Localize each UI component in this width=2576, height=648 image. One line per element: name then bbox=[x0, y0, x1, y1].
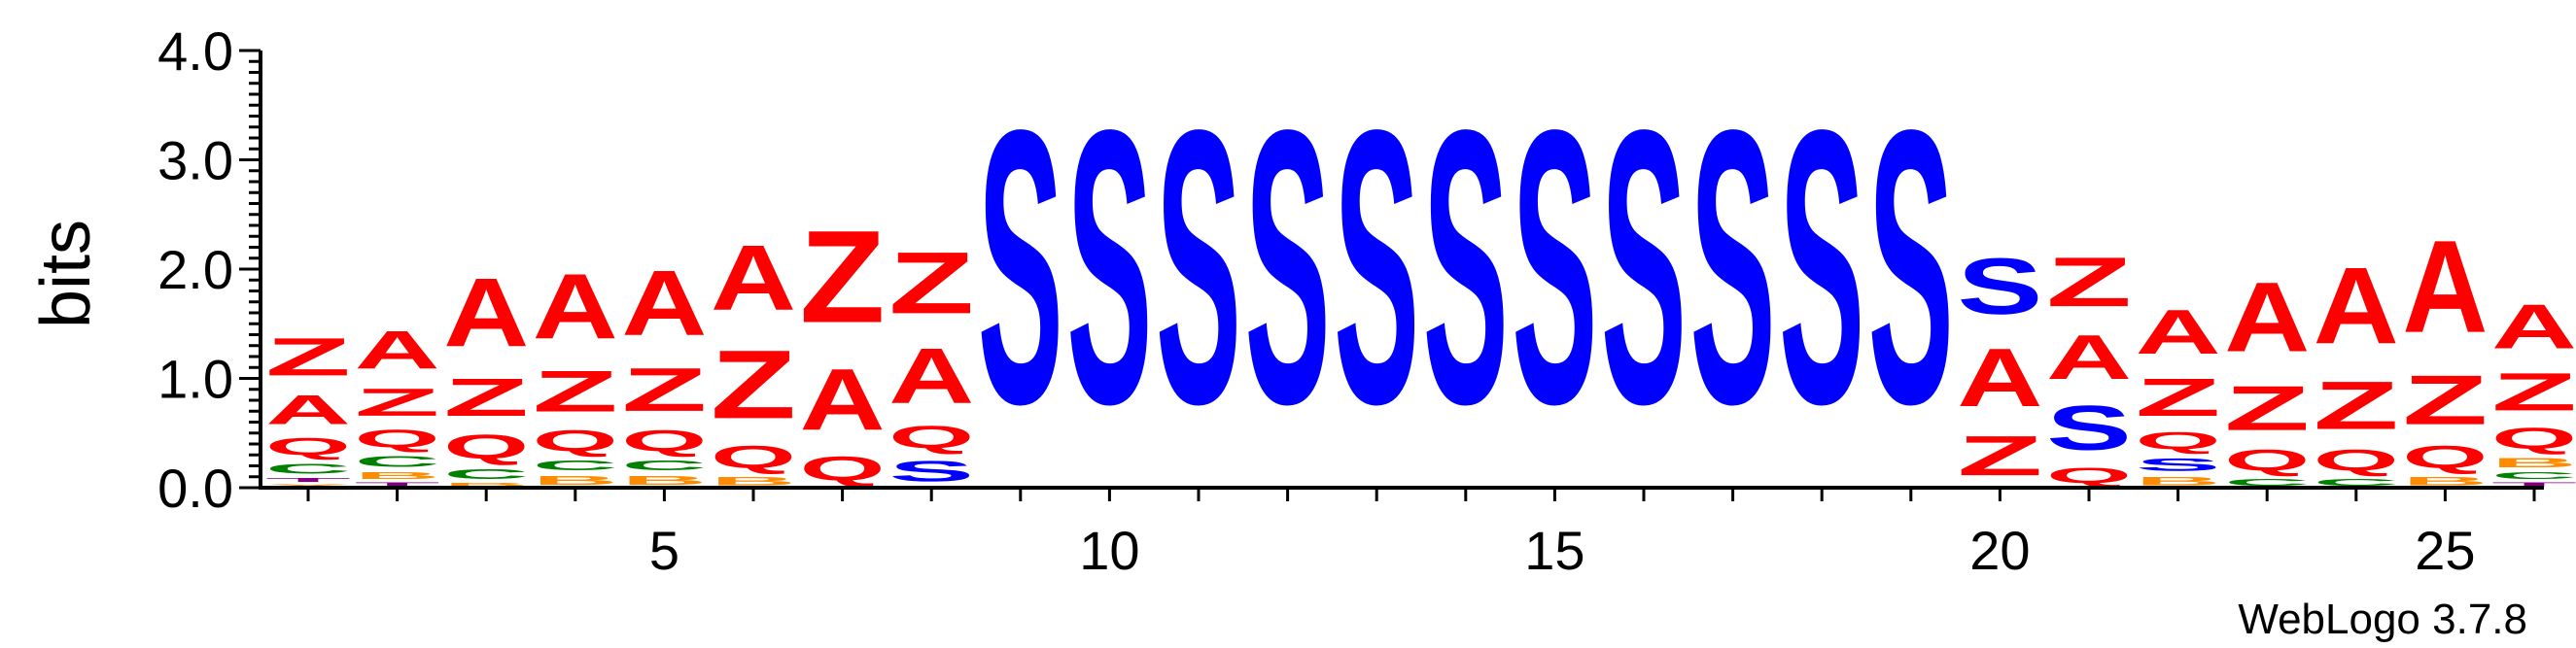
logo-letter-a-pos-25: A bbox=[2402, 214, 2488, 360]
logo-letter-z-pos-21: Z bbox=[2046, 243, 2132, 322]
logo-letter-q-pos-2: Q bbox=[355, 425, 440, 453]
logo-letter-b-pos-6: B bbox=[711, 475, 796, 488]
logo-letter-c-pos-23: C bbox=[2224, 477, 2310, 488]
logo-letter-s-pos-20: S bbox=[1957, 242, 2042, 331]
logo-letter-s-pos-12: S bbox=[1245, 50, 1331, 486]
footer-label: WebLogo 3.7.8 bbox=[2238, 596, 2527, 643]
logo-letter-z-pos-20: Z bbox=[1957, 425, 2042, 488]
logo-letter-a-pos-24: A bbox=[2314, 245, 2399, 367]
logo-letter-s-pos-11: S bbox=[1156, 50, 1241, 486]
logo-letter-z-pos-2: Z bbox=[355, 381, 440, 425]
logo-letter-z-pos-24: Z bbox=[2314, 367, 2399, 444]
logo-letter-b-pos-25: B bbox=[2402, 475, 2488, 488]
logo-letter-z-pos-8: Z bbox=[888, 234, 974, 332]
logo-letter-a-pos-26: A bbox=[2491, 290, 2576, 361]
logo-letter-q-pos-1: Q bbox=[265, 433, 351, 460]
x-tick-label: 10 bbox=[1079, 520, 1139, 581]
logo-letter-z-pos-23: Z bbox=[2224, 373, 2310, 444]
logo-letter-z-pos-4: Z bbox=[533, 358, 618, 424]
logo-letter-a-pos-20: A bbox=[1957, 332, 2042, 425]
logo-letter-z-pos-26: Z bbox=[2491, 362, 2576, 423]
logo-letter-z-pos-3: Z bbox=[443, 367, 529, 427]
logo-letter-q-pos-22: Q bbox=[2136, 427, 2221, 455]
x-tick-layer: 5 10 15 20 25 bbox=[306, 488, 2536, 581]
y-tick-label: 4.0 bbox=[157, 20, 233, 82]
logo-letter-a-pos-8: A bbox=[888, 332, 974, 420]
logo-letter-a-pos-5: A bbox=[621, 252, 707, 355]
y-tick-label: 3.0 bbox=[157, 130, 233, 191]
logo-letter-z-pos-1: Z bbox=[265, 327, 351, 388]
logo-letter-z-pos-7: Z bbox=[800, 202, 886, 350]
logo-letter-c-pos-5: C bbox=[621, 458, 707, 474]
logo-letter-z-pos-6: Z bbox=[711, 331, 796, 440]
logo-letter-s-pos-15: S bbox=[1512, 50, 1597, 486]
logo-letter-c-pos-2: C bbox=[355, 453, 440, 470]
logo-letter-a-pos-7: A bbox=[800, 351, 886, 449]
logo-letter-s-pos-17: S bbox=[1690, 50, 1776, 486]
logo-letter-a-pos-21: A bbox=[2046, 322, 2132, 392]
logo-letter-b-pos-4: B bbox=[533, 474, 618, 488]
logo-letter-q-pos-23: Q bbox=[2224, 444, 2310, 477]
logo-letter-c-pos-4: C bbox=[533, 458, 618, 474]
logo-letter-a-pos-23: A bbox=[2224, 261, 2310, 373]
logo-letter-q-pos-4: Q bbox=[533, 425, 618, 458]
logo-letter-q-pos-7: Q bbox=[800, 449, 886, 487]
logo-letter-z-pos-22: Z bbox=[2136, 367, 2221, 427]
x-tick-label: 20 bbox=[1969, 520, 2030, 581]
logo-letter-c-pos-26: C bbox=[2491, 470, 2576, 481]
logo-letter-a-pos-6: A bbox=[711, 227, 796, 330]
logo-letter-b-pos-5: B bbox=[621, 474, 707, 488]
logo-letter-q-pos-3: Q bbox=[443, 427, 529, 465]
logo-letter-z-pos-5: Z bbox=[621, 355, 707, 424]
logo-letter-s-pos-8: S bbox=[888, 455, 974, 488]
logo-letter-a-pos-22: A bbox=[2136, 296, 2221, 367]
logo-letter-q-pos-24: Q bbox=[2314, 444, 2399, 477]
logo-letter-s-pos-19: S bbox=[1868, 50, 1954, 486]
y-tick-label: 1.0 bbox=[157, 349, 233, 410]
logo-letter-q-pos-5: Q bbox=[621, 425, 707, 458]
logo-letter-t-pos-2: T bbox=[355, 481, 440, 488]
logo-letter-b-pos-2: B bbox=[355, 470, 440, 481]
x-tick-label: 15 bbox=[1524, 520, 1584, 581]
logo-letter-c-pos-3: C bbox=[443, 466, 529, 483]
logo-letter-s-pos-14: S bbox=[1423, 50, 1509, 486]
logo-letter-q-pos-26: Q bbox=[2491, 422, 2576, 455]
logo-letter-s-pos-22: S bbox=[2136, 455, 2221, 474]
x-tick-label: 5 bbox=[649, 520, 679, 581]
logo-letter-q-pos-25: Q bbox=[2402, 439, 2488, 474]
logo-letter-s-pos-18: S bbox=[1779, 50, 1864, 486]
logo-letter-q-pos-21: Q bbox=[2046, 463, 2132, 488]
logo-letter-c-pos-1: C bbox=[265, 460, 351, 477]
logo-letter-b-pos-26: B bbox=[2491, 455, 2576, 470]
logo-letter-z-pos-25: Z bbox=[2402, 361, 2488, 440]
logo-letter-s-pos-10: S bbox=[1066, 50, 1152, 486]
logo-letter-t-pos-1: T bbox=[265, 477, 351, 484]
logo-letter-y-pos-1: Y bbox=[265, 483, 351, 487]
logo-letter-a-pos-4: A bbox=[533, 256, 618, 358]
logo-letter-s-pos-21: S bbox=[2046, 393, 2132, 464]
y-tick-label: 2.0 bbox=[157, 239, 233, 300]
x-tick-label: 25 bbox=[2415, 520, 2475, 581]
logo-letter-s-pos-16: S bbox=[1601, 50, 1687, 486]
y-tick-layer: 0.0 1.0 2.0 3.0 4.0 bbox=[157, 20, 261, 519]
logo-letter-q-pos-6: Q bbox=[711, 439, 796, 474]
logo-letter-a-pos-1: A bbox=[265, 388, 351, 433]
logo-letter-s-pos-9: S bbox=[978, 50, 1063, 486]
logo-letter-b-pos-3: B bbox=[443, 482, 529, 488]
logo-letter-a-pos-3: A bbox=[443, 257, 529, 366]
y-tick-label: 0.0 bbox=[157, 458, 233, 519]
logo-letter-b-pos-22: B bbox=[2136, 475, 2221, 488]
logo-letter-q-pos-8: Q bbox=[888, 420, 974, 455]
y-axis-label: bits bbox=[27, 220, 105, 328]
logo-letter-a-pos-2: A bbox=[355, 321, 440, 381]
logo-letter-c-pos-24: C bbox=[2314, 477, 2399, 488]
logo-letter-s-pos-13: S bbox=[1334, 50, 1419, 486]
logo-letter-t-pos-26: T bbox=[2491, 481, 2576, 488]
